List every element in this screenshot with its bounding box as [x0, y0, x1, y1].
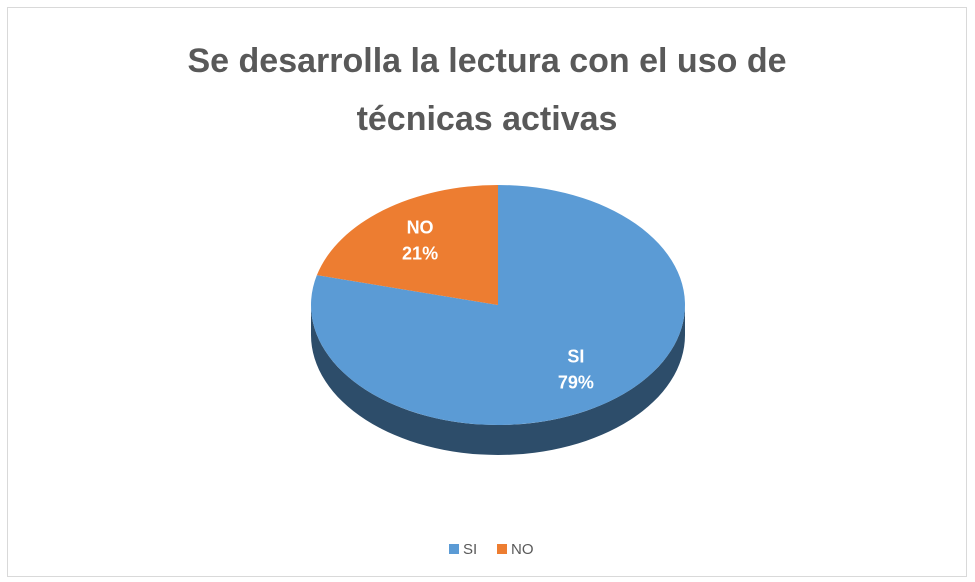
legend-swatch — [449, 544, 459, 554]
data-label: NO 21% — [402, 217, 438, 263]
data-label: SI 79% — [558, 346, 594, 392]
pie-slice — [316, 185, 498, 305]
data-label-category: NO — [407, 217, 434, 237]
data-label-value: 79% — [558, 372, 594, 392]
chart-frame — [7, 7, 967, 577]
chart-title: Se desarrolla la lectura con el uso de t… — [187, 42, 787, 138]
data-label-value: 21% — [402, 243, 438, 263]
legend-label: NO — [511, 541, 534, 558]
pie-side — [311, 305, 685, 455]
data-label-category: SI — [567, 346, 584, 366]
legend-swatch — [497, 544, 507, 554]
legend-label: SI — [463, 541, 477, 558]
